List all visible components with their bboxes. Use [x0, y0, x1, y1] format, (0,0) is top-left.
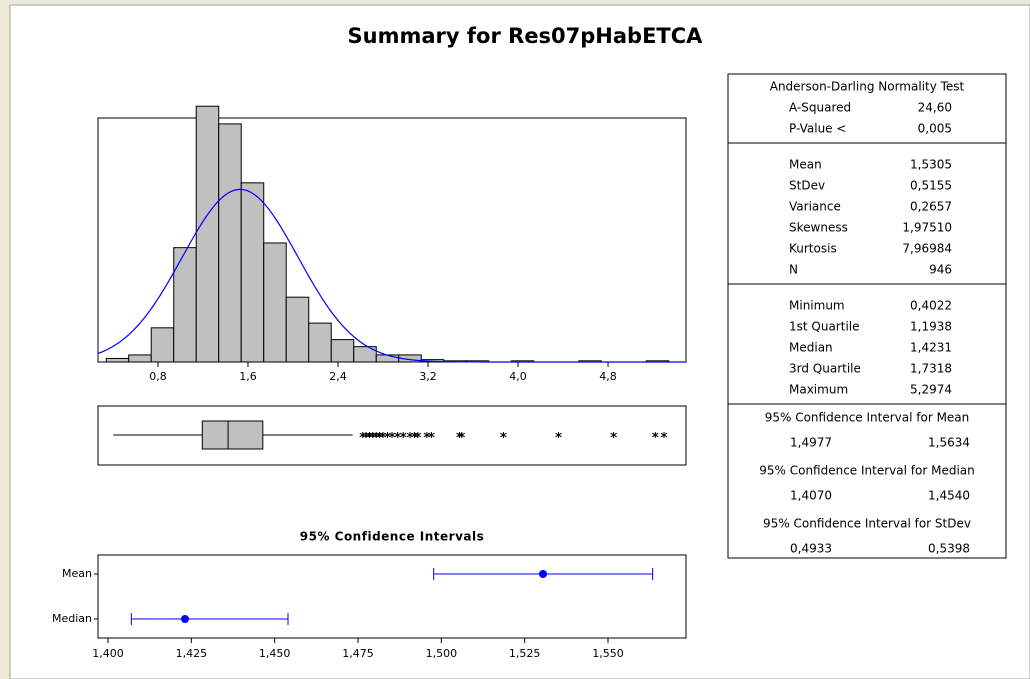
x-tick-label: 2,4	[329, 370, 347, 383]
chart-title: Summary for Res07pHabETCA	[348, 24, 704, 48]
outlier	[414, 432, 422, 438]
table-label: Mean	[789, 158, 822, 172]
table-label: Minimum	[789, 299, 845, 313]
box	[201, 420, 264, 450]
interval-title: 95% Confidence Interval for Median	[759, 464, 975, 478]
table-value: 24,60	[918, 101, 952, 115]
table-value: 1,97510	[902, 221, 952, 235]
y-tick-label: Mean	[62, 567, 92, 580]
outlier	[388, 432, 396, 438]
table-label: 3rd Quartile	[789, 362, 861, 376]
interval-title: 95% Confidence Interval for StDev	[763, 517, 971, 531]
x-tick-label: 1,500	[426, 647, 458, 660]
table-label: Maximum	[789, 383, 848, 397]
outlier	[458, 432, 466, 438]
histogram-bar	[375, 354, 400, 363]
outlier	[428, 432, 435, 438]
x-tick-label: 1,550	[592, 647, 624, 660]
outlier	[660, 432, 668, 438]
ci-point	[181, 615, 189, 623]
table-label: P-Value <	[789, 122, 846, 136]
ci-point	[539, 570, 547, 578]
table-value: 5,2974	[910, 383, 952, 397]
interval-title: 95% Confidence Interval for Mean	[765, 411, 970, 425]
histogram-bar	[173, 247, 197, 363]
table-label: Kurtosis	[789, 242, 837, 256]
plot-frame	[97, 554, 687, 639]
table-value: 946	[929, 263, 952, 277]
x-tick-label: 4,8	[599, 370, 617, 383]
interval-upper: 1,5634	[928, 436, 970, 450]
y-tick-label: Median	[52, 612, 92, 625]
table-label: N	[789, 263, 798, 277]
outlier	[399, 432, 407, 438]
normal-curve	[97, 188, 686, 363]
x-tick-label: 1,400	[92, 647, 124, 660]
table-value: 0,2657	[910, 200, 952, 214]
interval-lower: 1,4977	[790, 436, 832, 450]
interval-lower: 1,4070	[790, 489, 832, 503]
x-tick-label: 4,0	[509, 370, 527, 383]
histogram-bar	[128, 354, 152, 363]
histogram-bar	[330, 339, 355, 363]
x-tick-label: 0,8	[149, 370, 167, 383]
interval-lower: 0,4933	[790, 542, 832, 556]
histogram-bar	[150, 327, 175, 363]
outlier	[500, 432, 507, 438]
table-value: 7,96984	[902, 242, 952, 256]
table-label: Variance	[789, 200, 841, 214]
table-value: 1,1938	[910, 320, 952, 334]
x-tick-label: 1,6	[239, 370, 257, 383]
interval-upper: 0,5398	[928, 542, 970, 556]
x-tick-label: 1,450	[259, 647, 291, 660]
table-label: A-Squared	[789, 101, 851, 115]
outlier	[555, 432, 562, 438]
table-value: 1,7318	[910, 362, 952, 376]
table-value: 1,5305	[910, 158, 952, 172]
outlier	[394, 432, 401, 438]
histogram-bar	[263, 242, 287, 363]
histogram-bar	[218, 123, 242, 363]
table-section-title: Anderson-Darling Normality Test	[770, 80, 965, 94]
x-tick-label: 3,2	[419, 370, 437, 383]
table-label: 1st Quartile	[789, 320, 860, 334]
histogram-bar	[195, 105, 220, 363]
outlier	[652, 432, 659, 438]
histogram-bar	[285, 296, 310, 363]
outlier	[610, 432, 617, 438]
histogram-bar	[240, 182, 265, 363]
ci-title: 95% Confidence Intervals	[300, 530, 485, 544]
summary-table	[727, 73, 1007, 559]
table-label: Median	[789, 341, 833, 355]
table-label: StDev	[789, 179, 825, 193]
x-tick-label: 1,425	[176, 647, 208, 660]
interval-upper: 1,4540	[928, 489, 970, 503]
x-tick-label: 1,475	[342, 647, 374, 660]
table-value: 1,4231	[910, 341, 952, 355]
table-value: 0,5155	[910, 179, 952, 193]
histogram-bar	[105, 357, 130, 363]
table-label: Skewness	[789, 221, 848, 235]
table-value: 0,4022	[910, 299, 952, 313]
histogram-bar	[353, 346, 377, 363]
histogram-bar	[308, 322, 332, 363]
x-tick-label: 1,525	[509, 647, 541, 660]
table-value: 0,005	[918, 122, 952, 136]
